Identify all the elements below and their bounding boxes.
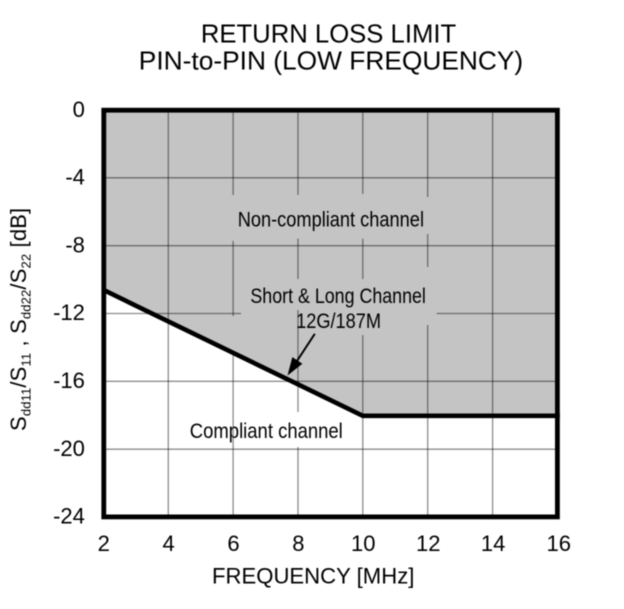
svg-text:-24: -24 (53, 504, 85, 529)
svg-text:Short & Long Channel: Short & Long Channel (250, 284, 426, 308)
svg-text:10: 10 (351, 531, 375, 556)
svg-text:6: 6 (227, 531, 239, 556)
svg-text:RETURN LOSS LIMIT: RETURN LOSS LIMIT (201, 19, 456, 49)
svg-text:4: 4 (162, 531, 174, 556)
svg-text:-8: -8 (65, 232, 85, 257)
svg-text:-16: -16 (53, 368, 85, 393)
svg-text:12: 12 (416, 531, 440, 556)
svg-text:Compliant channel: Compliant channel (190, 419, 343, 443)
svg-text:14: 14 (481, 531, 505, 556)
svg-text:0: 0 (73, 97, 85, 122)
svg-text:-20: -20 (53, 436, 85, 461)
svg-text:PIN-to-PIN (LOW FREQUENCY): PIN-to-PIN (LOW FREQUENCY) (139, 46, 523, 76)
svg-text:2: 2 (98, 531, 110, 556)
svg-text:Non-compliant channel: Non-compliant channel (238, 208, 424, 232)
svg-text:16: 16 (547, 531, 571, 556)
svg-text:FREQUENCY [MHz]: FREQUENCY [MHz] (212, 564, 414, 589)
svg-text:-4: -4 (65, 164, 85, 189)
svg-text:Sdd11/S11 , Sdd22/S22 [dB]: Sdd11/S11 , Sdd22/S22 [dB] (6, 208, 34, 431)
svg-text:-12: -12 (53, 300, 85, 325)
svg-text:8: 8 (292, 531, 304, 556)
svg-text:12G/187M: 12G/187M (296, 309, 381, 333)
